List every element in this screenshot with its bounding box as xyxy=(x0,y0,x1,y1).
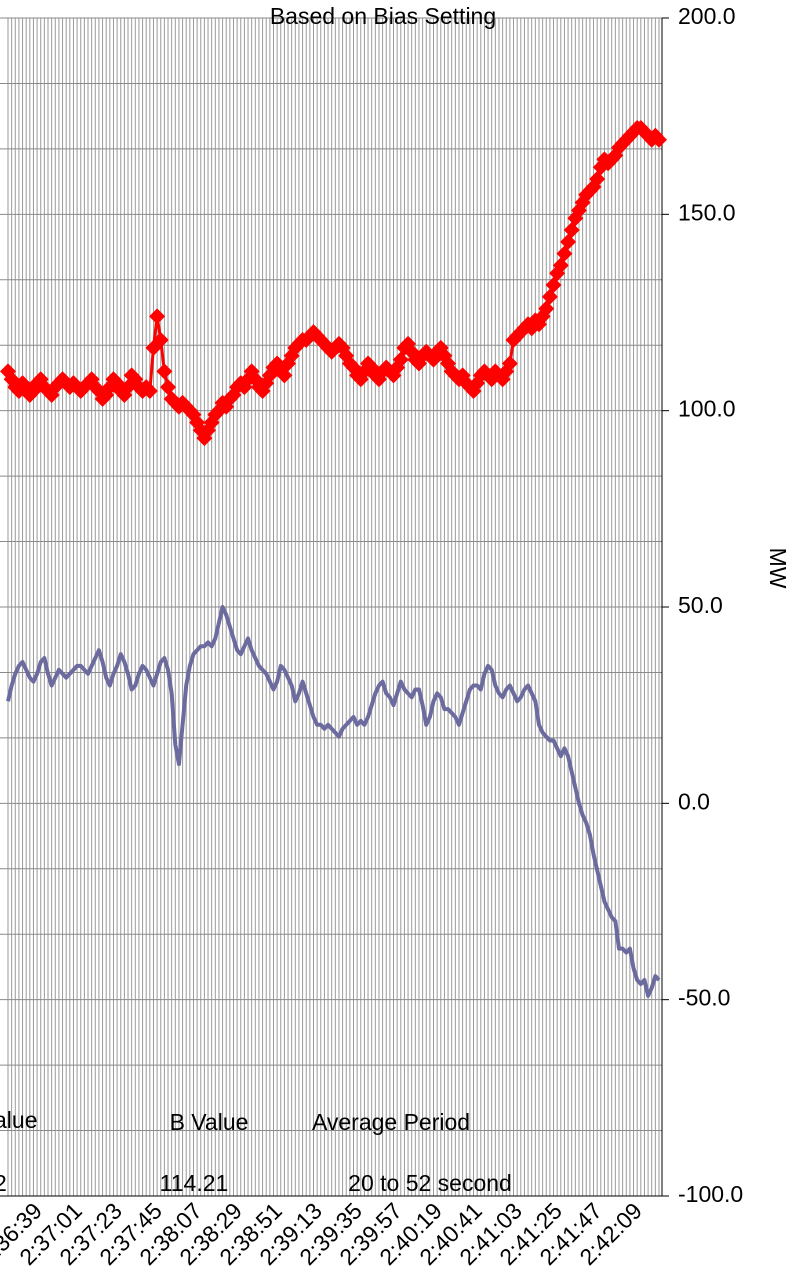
point-marker xyxy=(538,300,555,317)
point-marker xyxy=(541,288,558,305)
point-marker xyxy=(589,170,606,187)
point-marker xyxy=(545,277,562,294)
point-marker xyxy=(141,383,158,400)
annotation: B Value xyxy=(170,1109,249,1135)
y-tick-label: 100.0 xyxy=(678,396,736,422)
plot xyxy=(0,119,667,998)
annotation: 114.21 xyxy=(160,1170,229,1196)
annotation: 20 to 52 second xyxy=(348,1170,512,1196)
point-marker xyxy=(560,233,577,250)
series-line xyxy=(6,605,661,998)
y-tick-label: 150.0 xyxy=(678,199,736,225)
point-marker xyxy=(156,363,173,380)
point-marker xyxy=(276,367,293,384)
point-marker xyxy=(152,331,169,348)
grid xyxy=(0,17,669,1197)
y-tick-label: 0.0 xyxy=(678,788,710,814)
point-marker xyxy=(556,245,573,262)
point-marker xyxy=(651,131,667,148)
annotation: alue xyxy=(0,1107,37,1133)
point-marker xyxy=(501,355,518,372)
y-tick-label: 200.0 xyxy=(678,3,736,29)
y-tick-label: 50.0 xyxy=(678,592,723,618)
annotation: 2 xyxy=(0,1170,7,1196)
point-marker xyxy=(149,308,166,325)
point-marker xyxy=(392,351,409,368)
point-marker xyxy=(160,379,177,396)
point-marker xyxy=(552,257,569,274)
chart-title: Based on Bias Setting xyxy=(270,3,496,29)
y-tick-label: -50.0 xyxy=(678,985,730,1011)
annotation: Average Period xyxy=(312,1109,470,1135)
y-tick-label: -100.0 xyxy=(678,1181,743,1207)
y-axis-title: MW xyxy=(765,548,791,589)
point-marker xyxy=(563,222,580,239)
